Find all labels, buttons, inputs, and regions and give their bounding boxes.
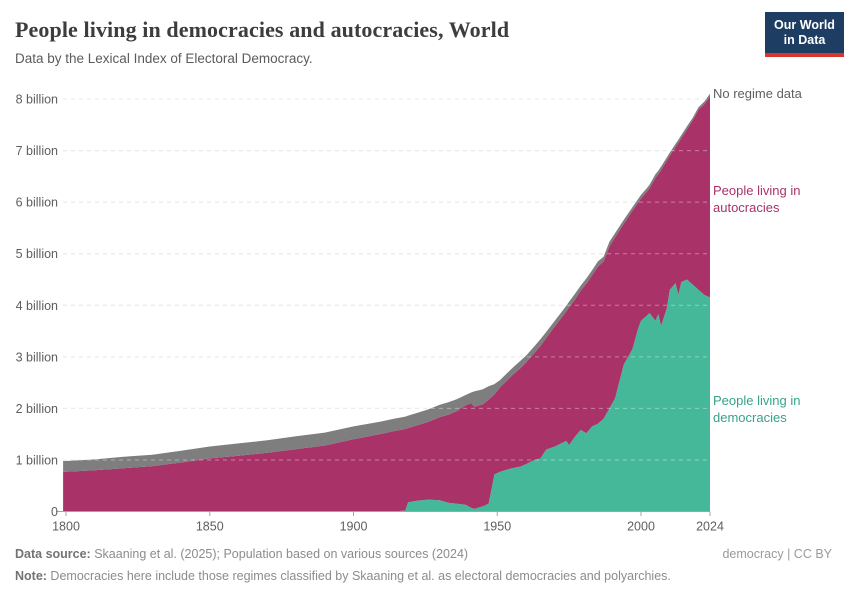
footer-note-label: Note:	[15, 569, 47, 583]
owid-logo-line2: in Data	[783, 33, 826, 47]
x-axis-label: 1950	[483, 520, 511, 534]
footer-license: democracy | CC BY	[722, 547, 832, 561]
footer-data-source-label: Data source:	[15, 547, 91, 561]
owid-logo: Our World in Data	[765, 12, 844, 57]
series-label-autocracies: People living in autocracies	[713, 183, 801, 215]
page-subtitle: Data by the Lexical Index of Electoral D…	[15, 51, 313, 66]
x-axis-label: 1850	[196, 520, 224, 534]
y-axis-label: 3 billion	[16, 350, 58, 364]
page-title: People living in democracies and autocra…	[15, 17, 510, 42]
x-axis-label: 1900	[340, 520, 368, 534]
footer-note: Note: Democracies here include those reg…	[15, 569, 671, 583]
footer-data-source: Data source: Skaaning et al. (2025); Pop…	[15, 547, 468, 561]
area-people-living-in-democracies[interactable]	[63, 279, 711, 512]
y-axis-label: 0	[51, 505, 58, 519]
owid-logo-line1: Our World	[774, 18, 835, 32]
series-label-democracies: People living in democracies	[713, 393, 801, 425]
series-label-no-regime-data: No regime data	[713, 86, 802, 101]
y-axis-label: 5 billion	[16, 247, 58, 261]
owid-logo-accent-bar	[765, 53, 844, 57]
area-people-living-in-autocracies[interactable]	[63, 96, 711, 512]
y-axis-label: 6 billion	[16, 196, 58, 210]
y-axis-label: 4 billion	[16, 299, 58, 313]
y-axis-label: 2 billion	[16, 402, 58, 416]
footer-data-source-text: Skaaning et al. (2025); Population based…	[90, 547, 469, 561]
x-axis-label: 2024	[696, 520, 724, 534]
y-axis-label: 1 billion	[16, 453, 58, 467]
x-axis-label: 1800	[52, 520, 80, 534]
y-axis-label: 8 billion	[16, 93, 58, 107]
x-axis-label: 2000	[627, 520, 655, 534]
y-axis-label: 7 billion	[16, 144, 58, 158]
footer-note-text: Democracies here include those regimes c…	[46, 569, 671, 583]
